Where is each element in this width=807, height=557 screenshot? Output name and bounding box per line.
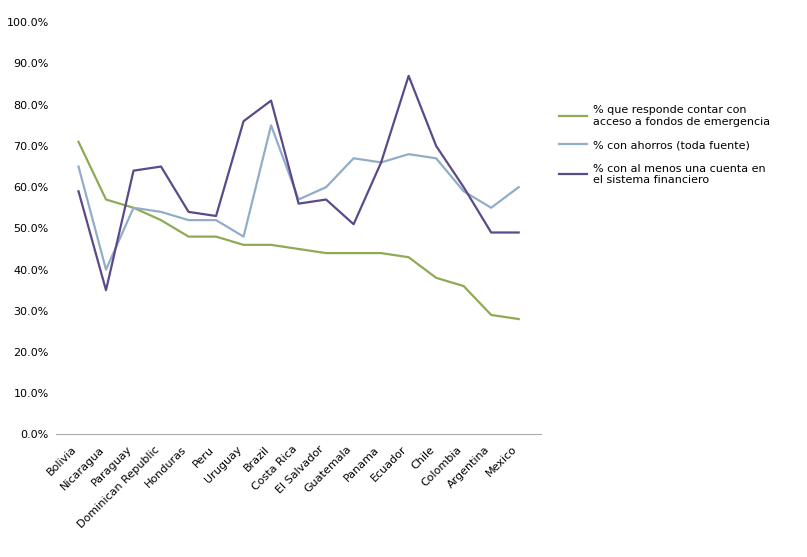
Line: % con ahorros (toda fuente): % con ahorros (toda fuente) — [78, 125, 519, 270]
% que responde contar con
acceso a fondos de emergencia — [514, 316, 524, 323]
% que responde contar con
acceso a fondos de emergencia — [157, 217, 166, 223]
% con al menos una cuenta en
el sistema financiero — [211, 213, 221, 219]
% que responde contar con
acceso a fondos de emergencia — [431, 275, 441, 281]
Legend: % que responde contar con
acceso a fondos de emergencia, % con ahorros (toda fue: % que responde contar con acceso a fondo… — [556, 102, 773, 189]
% con ahorros (toda fuente) — [73, 163, 83, 170]
% con al menos una cuenta en
el sistema financiero — [459, 184, 469, 190]
% con al menos una cuenta en
el sistema financiero — [514, 229, 524, 236]
Line: % con al menos una cuenta en
el sistema financiero: % con al menos una cuenta en el sistema … — [78, 76, 519, 290]
% con al menos una cuenta en
el sistema financiero — [73, 188, 83, 194]
% con ahorros (toda fuente) — [101, 266, 111, 273]
% que responde contar con
acceso a fondos de emergencia — [459, 283, 469, 290]
% que responde contar con
acceso a fondos de emergencia — [211, 233, 221, 240]
% con ahorros (toda fuente) — [459, 188, 469, 194]
% con ahorros (toda fuente) — [376, 159, 386, 166]
% que responde contar con
acceso a fondos de emergencia — [101, 196, 111, 203]
% que responde contar con
acceso a fondos de emergencia — [349, 250, 358, 256]
% con al menos una cuenta en
el sistema financiero — [101, 287, 111, 294]
% que responde contar con
acceso a fondos de emergencia — [376, 250, 386, 256]
% con ahorros (toda fuente) — [487, 204, 496, 211]
% con al menos una cuenta en
el sistema financiero — [349, 221, 358, 228]
% con ahorros (toda fuente) — [321, 184, 331, 190]
% con ahorros (toda fuente) — [266, 122, 276, 129]
% con ahorros (toda fuente) — [128, 204, 138, 211]
% que responde contar con
acceso a fondos de emergencia — [404, 254, 413, 261]
% con ahorros (toda fuente) — [431, 155, 441, 162]
% con al menos una cuenta en
el sistema financiero — [184, 208, 194, 215]
% con ahorros (toda fuente) — [211, 217, 221, 223]
% con al menos una cuenta en
el sistema financiero — [128, 167, 138, 174]
% que responde contar con
acceso a fondos de emergencia — [294, 246, 303, 252]
% con ahorros (toda fuente) — [157, 208, 166, 215]
% con ahorros (toda fuente) — [349, 155, 358, 162]
% con al menos una cuenta en
el sistema financiero — [157, 163, 166, 170]
% que responde contar con
acceso a fondos de emergencia — [239, 242, 249, 248]
% que responde contar con
acceso a fondos de emergencia — [487, 311, 496, 318]
% que responde contar con
acceso a fondos de emergencia — [128, 204, 138, 211]
Line: % que responde contar con
acceso a fondos de emergencia: % que responde contar con acceso a fondo… — [78, 142, 519, 319]
% con al menos una cuenta en
el sistema financiero — [266, 97, 276, 104]
% con ahorros (toda fuente) — [404, 151, 413, 158]
% con al menos una cuenta en
el sistema financiero — [376, 159, 386, 166]
% con al menos una cuenta en
el sistema financiero — [294, 201, 303, 207]
% con al menos una cuenta en
el sistema financiero — [321, 196, 331, 203]
% con al menos una cuenta en
el sistema financiero — [431, 143, 441, 149]
% con ahorros (toda fuente) — [239, 233, 249, 240]
% que responde contar con
acceso a fondos de emergencia — [184, 233, 194, 240]
% con ahorros (toda fuente) — [514, 184, 524, 190]
% con al menos una cuenta en
el sistema financiero — [239, 118, 249, 125]
% con al menos una cuenta en
el sistema financiero — [487, 229, 496, 236]
% con al menos una cuenta en
el sistema financiero — [404, 72, 413, 79]
% que responde contar con
acceso a fondos de emergencia — [321, 250, 331, 256]
% con ahorros (toda fuente) — [294, 196, 303, 203]
% que responde contar con
acceso a fondos de emergencia — [266, 242, 276, 248]
% con ahorros (toda fuente) — [184, 217, 194, 223]
% que responde contar con
acceso a fondos de emergencia — [73, 139, 83, 145]
